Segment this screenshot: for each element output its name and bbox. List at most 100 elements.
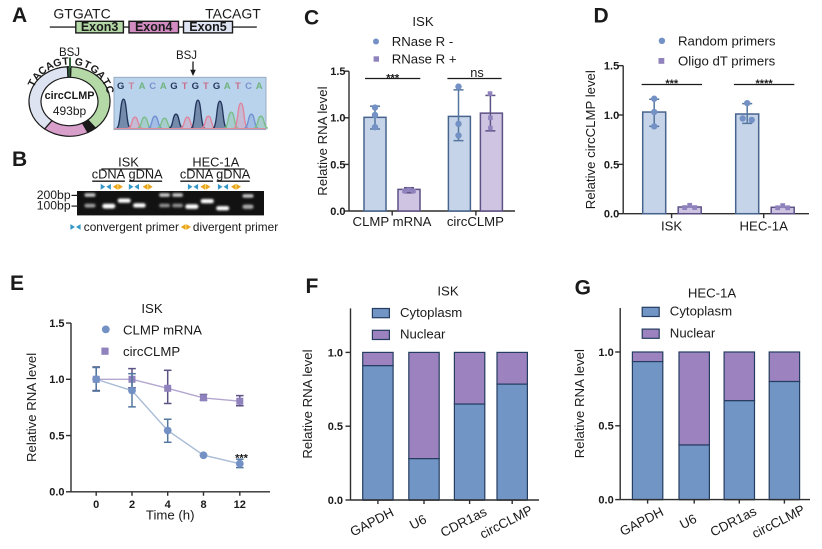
svg-text:A: A — [160, 81, 167, 92]
svg-text:Time (h): Time (h) — [146, 508, 195, 523]
svg-text:A: A — [256, 81, 263, 92]
svg-text:8: 8 — [200, 499, 206, 511]
svg-text:0.5: 0.5 — [598, 421, 613, 433]
svg-text:C: C — [149, 81, 156, 92]
svg-text:0.0: 0.0 — [328, 495, 343, 507]
svg-text:C: C — [245, 81, 252, 92]
svg-text:circCLMP: circCLMP — [45, 90, 95, 102]
svg-text:circCLMP: circCLMP — [447, 214, 504, 229]
svg-text:100bp: 100bp — [37, 199, 71, 213]
svg-text:T: T — [26, 77, 40, 89]
svg-text:T: T — [128, 81, 134, 92]
svg-text:cDNA: cDNA — [180, 167, 214, 182]
svg-text:1.0: 1.0 — [328, 347, 343, 359]
svg-text:ISK: ISK — [412, 14, 433, 29]
svg-text:G: G — [117, 81, 124, 92]
svg-text:***: *** — [386, 72, 400, 84]
svg-text:CLMP mRNA: CLMP mRNA — [353, 214, 432, 229]
svg-text:RNase R -: RNase R - — [392, 34, 454, 49]
svg-text:0.5: 0.5 — [328, 421, 343, 433]
svg-text:493bp: 493bp — [53, 104, 87, 118]
svg-text:Nuclear: Nuclear — [670, 325, 716, 340]
svg-text:****: **** — [756, 78, 774, 90]
svg-text:1.5: 1.5 — [604, 61, 619, 73]
svg-text:Relative RNA level: Relative RNA level — [24, 353, 39, 462]
svg-text:200bp: 200bp — [37, 188, 71, 202]
svg-text:0: 0 — [93, 499, 99, 511]
svg-text:T: T — [99, 76, 113, 88]
svg-text:1.0: 1.0 — [598, 347, 613, 359]
svg-text:0.0: 0.0 — [330, 206, 345, 218]
svg-text:gDNA: gDNA — [216, 167, 251, 182]
svg-text:G: G — [213, 81, 220, 92]
svg-text:HEC-1A: HEC-1A — [192, 155, 239, 170]
svg-text:A: A — [224, 81, 231, 92]
svg-text:C: C — [304, 7, 319, 30]
svg-text:G: G — [192, 81, 199, 92]
svg-text:Relative RNA level: Relative RNA level — [315, 86, 330, 195]
svg-text:T: T — [82, 58, 93, 72]
svg-text:0.0: 0.0 — [49, 487, 64, 499]
svg-text:E: E — [10, 272, 24, 295]
svg-text:Relative RNA level: Relative RNA level — [572, 349, 587, 458]
svg-text:1.5: 1.5 — [49, 318, 64, 330]
svg-text:ISK: ISK — [661, 219, 682, 234]
svg-text:Exon4: Exon4 — [135, 20, 173, 34]
svg-text:BSJ: BSJ — [176, 50, 197, 62]
svg-text:***: *** — [235, 453, 249, 465]
svg-text:ISK: ISK — [141, 301, 162, 316]
svg-text:2: 2 — [129, 499, 135, 511]
svg-text:1.5: 1.5 — [330, 66, 345, 78]
svg-text:TACAGT: TACAGT — [205, 6, 261, 22]
svg-text:0.5: 0.5 — [330, 159, 345, 171]
svg-text:0.5: 0.5 — [604, 159, 619, 171]
svg-text:D: D — [594, 5, 609, 28]
svg-text:Cytoplasm: Cytoplasm — [400, 305, 462, 320]
svg-text:0.0: 0.0 — [598, 495, 613, 507]
svg-text:HEC-1A: HEC-1A — [688, 286, 737, 301]
svg-text:G: G — [52, 56, 63, 70]
svg-text:0.0: 0.0 — [604, 209, 619, 221]
svg-text:HEC-1A: HEC-1A — [740, 219, 789, 234]
svg-text:12: 12 — [234, 499, 246, 511]
svg-text:cDNA: cDNA — [92, 167, 126, 182]
svg-text:CLMP mRNA: CLMP mRNA — [123, 322, 202, 337]
svg-text:4: 4 — [165, 499, 172, 511]
svg-text:ISK: ISK — [437, 284, 458, 299]
svg-text:BSJ: BSJ — [59, 47, 80, 59]
svg-text:ISK: ISK — [118, 155, 139, 170]
svg-text:Nuclear: Nuclear — [400, 327, 446, 342]
svg-text:T: T — [182, 81, 188, 92]
svg-text:circCLMP: circCLMP — [123, 344, 180, 359]
svg-text:A: A — [12, 4, 27, 27]
svg-text:gDNA: gDNA — [129, 167, 164, 182]
svg-text:RNase R +: RNase R + — [392, 52, 457, 67]
svg-text:Relative circCLMP level: Relative circCLMP level — [583, 70, 598, 209]
svg-text:T: T — [203, 81, 209, 92]
svg-text:0.5: 0.5 — [49, 430, 64, 442]
svg-text:Exon5: Exon5 — [189, 20, 227, 34]
svg-text:1.0: 1.0 — [49, 374, 64, 386]
svg-text:G: G — [575, 277, 591, 300]
svg-text:ns: ns — [470, 65, 484, 80]
svg-text:F: F — [306, 275, 319, 298]
svg-text:1.0: 1.0 — [330, 113, 345, 125]
svg-text:GTGATC: GTGATC — [53, 6, 110, 22]
svg-text:T: T — [62, 55, 70, 68]
svg-text:G: G — [73, 56, 84, 70]
svg-text:convergent primer: convergent primer — [84, 220, 179, 234]
svg-text:Relative RNA level: Relative RNA level — [300, 349, 315, 458]
svg-text:Oligo dT primers: Oligo dT primers — [678, 54, 776, 69]
svg-text:B: B — [12, 148, 27, 171]
svg-text:U6: U6 — [677, 511, 699, 532]
svg-text:Random primers: Random primers — [678, 34, 776, 49]
svg-text:***: *** — [665, 78, 679, 90]
svg-text:G: G — [170, 81, 177, 92]
svg-text:Cytoplasm: Cytoplasm — [670, 304, 732, 319]
svg-text:C: C — [102, 84, 116, 95]
svg-text:divergent primer: divergent primer — [193, 220, 278, 234]
svg-text:U6: U6 — [407, 511, 429, 532]
svg-text:Exon3: Exon3 — [81, 20, 119, 34]
svg-text:1.0: 1.0 — [604, 110, 619, 122]
svg-text:T: T — [235, 81, 241, 92]
